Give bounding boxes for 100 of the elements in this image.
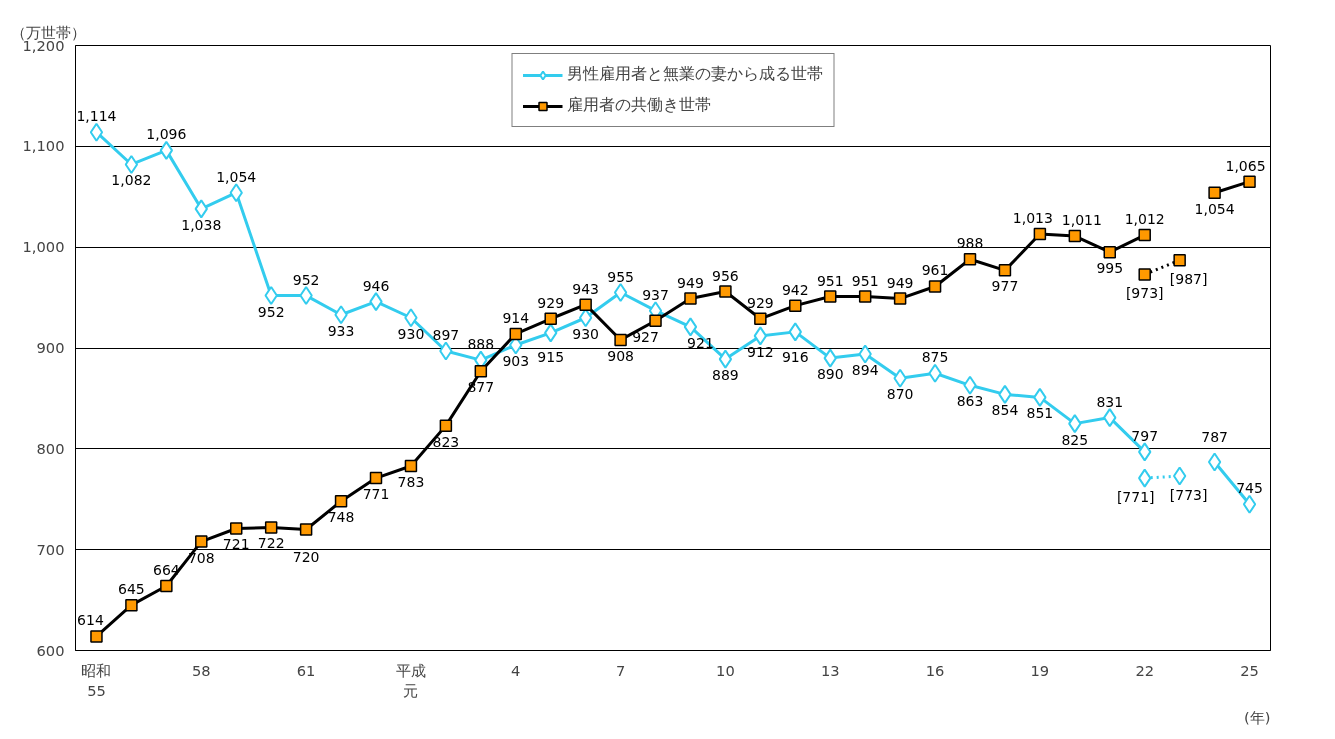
data-label: 783	[397, 473, 425, 490]
data-label: 908	[607, 347, 634, 364]
data-label: 894	[851, 362, 879, 379]
point	[754, 312, 767, 326]
data-label: 930	[397, 325, 425, 342]
x-tick-label: 22	[1135, 661, 1155, 679]
y-tick-label: 900	[36, 339, 65, 356]
point	[195, 535, 208, 548]
point	[544, 312, 557, 326]
point	[578, 308, 593, 328]
point	[1242, 494, 1257, 514]
data-label: 1,114	[76, 108, 117, 125]
data-label: 903	[502, 352, 530, 369]
point	[823, 290, 837, 303]
point	[823, 348, 837, 368]
data-label: 771	[362, 486, 390, 503]
point	[369, 292, 383, 312]
data-label: 889	[712, 367, 739, 384]
point	[229, 183, 243, 203]
data-label: 952	[292, 271, 320, 288]
data-label: 875	[921, 349, 949, 366]
x-tick-label: 平成元	[395, 661, 426, 699]
data-label: 851	[1026, 405, 1054, 422]
point	[963, 375, 977, 395]
point	[963, 253, 977, 266]
data-label: 995	[1096, 260, 1124, 277]
data-label: 1,082	[111, 172, 152, 189]
data-label: 870	[886, 386, 914, 403]
legend-label: 男性雇用者と無業の妻から成る世帯	[567, 64, 823, 85]
point	[334, 495, 348, 508]
point	[509, 327, 523, 341]
point	[1033, 387, 1047, 407]
point	[1243, 175, 1256, 188]
point	[1173, 254, 1186, 267]
x-tick-label: 58	[191, 661, 211, 679]
point	[229, 522, 243, 535]
x-tick-label: 4	[511, 661, 521, 679]
point	[1138, 442, 1152, 462]
point	[684, 292, 697, 305]
y-tick-label: 600	[36, 641, 65, 659]
data-label: 863	[956, 393, 984, 410]
point	[858, 344, 872, 364]
point	[439, 419, 453, 432]
y-tick-label: 1,100	[22, 137, 65, 155]
data-label: 797	[1131, 427, 1159, 444]
point	[614, 333, 627, 347]
x-tick-label: 25	[1240, 661, 1259, 679]
point	[1208, 186, 1221, 199]
data-label: 949	[677, 274, 704, 291]
x-tick-label: 10	[716, 661, 735, 679]
point	[928, 280, 942, 293]
x-tick-label: 昭和55	[81, 661, 112, 699]
data-label: [973]	[1125, 285, 1164, 302]
data-label: 942	[781, 281, 809, 298]
data-label: 1,065	[1225, 157, 1266, 174]
point	[89, 122, 104, 142]
point	[1172, 466, 1187, 486]
data-label: 930	[572, 325, 600, 342]
data-label: 943	[572, 280, 600, 297]
data-label: 937	[642, 286, 669, 303]
point	[404, 308, 418, 328]
point	[299, 286, 313, 306]
data-label: 720	[292, 548, 320, 565]
point	[893, 368, 907, 388]
legend-label: 雇用者の共働き世帯	[567, 95, 711, 116]
point	[544, 323, 558, 343]
data-label: 915	[537, 348, 565, 365]
point	[264, 521, 278, 534]
y-tick-label: 700	[36, 540, 65, 558]
data-label: 1,054	[1194, 200, 1235, 217]
x-tick-label: 7	[615, 661, 626, 679]
point	[789, 299, 802, 312]
data-label: 745	[1236, 480, 1263, 497]
data-label: 825	[1061, 431, 1089, 448]
point	[264, 286, 278, 306]
data-label: 722	[257, 535, 285, 552]
data-label: 914	[502, 309, 530, 326]
data-label: 956	[712, 267, 739, 284]
data-label: 949	[886, 274, 914, 291]
point	[649, 314, 662, 328]
data-label: 748	[327, 509, 355, 526]
point	[893, 292, 907, 305]
point	[299, 523, 313, 536]
data-label: 955	[607, 268, 634, 285]
point	[719, 285, 732, 298]
point	[474, 364, 488, 378]
point	[1068, 229, 1082, 243]
point	[159, 140, 174, 160]
data-label: 929	[537, 294, 565, 311]
data-label: 890	[816, 366, 844, 383]
data-label: 951	[816, 272, 844, 289]
data-label: 1,013	[1012, 210, 1053, 227]
point	[90, 630, 103, 643]
y-tick-label: 800	[36, 439, 65, 457]
point	[928, 363, 942, 383]
data-label: 916	[781, 348, 809, 365]
x-tick-label: 13	[820, 661, 840, 679]
point	[1103, 245, 1117, 259]
point	[683, 317, 698, 337]
point	[1207, 452, 1222, 472]
